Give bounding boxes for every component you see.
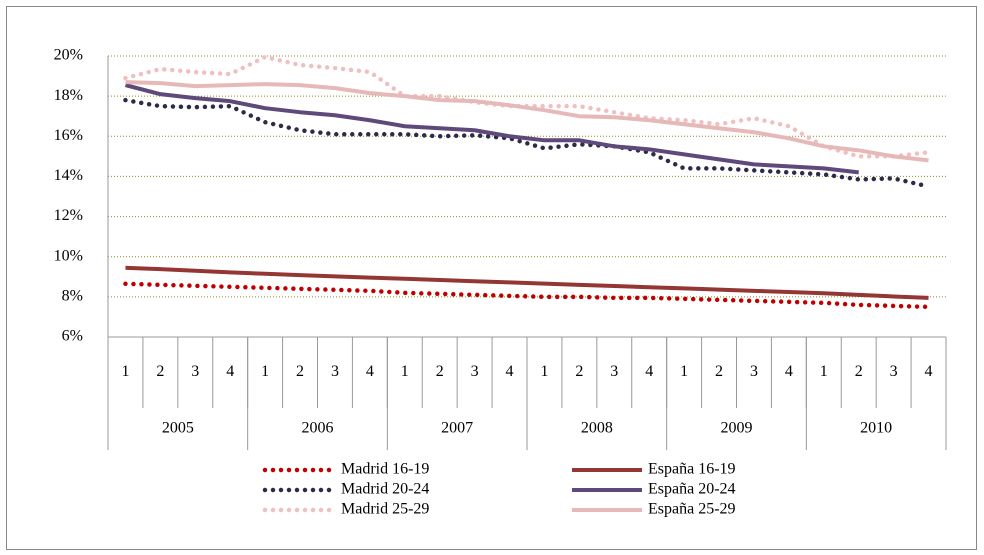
x-tick-label: 2: [156, 363, 164, 380]
chart-border: [6, 6, 977, 550]
group-label: 2007: [441, 420, 473, 437]
x-tick-label: 1: [121, 363, 129, 380]
y-tick-label: 14%: [54, 167, 83, 184]
x-tick-label: 4: [785, 363, 793, 380]
x-tick-label: 3: [471, 363, 479, 380]
x-tick-label: 1: [401, 363, 409, 380]
legend-label: España 16-19: [648, 461, 736, 478]
x-tick-label: 3: [331, 363, 339, 380]
x-tick-label: 2: [436, 363, 444, 380]
x-tick-label: 2: [715, 363, 723, 380]
line-series: [125, 80, 929, 163]
x-tick-label: 2: [296, 363, 304, 380]
legend-label: España 25-29: [648, 501, 736, 518]
x-tick-label: 3: [750, 363, 758, 380]
x-tick-label: 2: [855, 363, 863, 380]
line-series: [124, 83, 859, 175]
y-tick-label: 18%: [54, 87, 83, 104]
x-tick-label: 1: [540, 363, 548, 380]
group-label: 2009: [721, 420, 753, 437]
x-tick-label: 1: [680, 363, 688, 380]
x-tick-label: 3: [890, 363, 898, 380]
y-tick-label: 12%: [54, 207, 83, 224]
x-tick-label: 3: [191, 363, 199, 380]
x-tick-label: 1: [261, 363, 269, 380]
x-tick-label: 4: [506, 363, 514, 380]
line-series: [125, 265, 929, 300]
y-tick-label: 6%: [62, 328, 83, 345]
legend-label: Madrid 16-19: [341, 461, 429, 478]
group-label: 2006: [302, 420, 334, 437]
line-series: [123, 97, 931, 189]
group-label: 2008: [581, 420, 613, 437]
x-tick-label: 4: [226, 363, 234, 380]
legend-label: Madrid 25-29: [341, 501, 429, 518]
x-tick-label: 2: [575, 363, 583, 380]
line-series: [123, 281, 931, 310]
y-tick-label: 8%: [62, 288, 83, 305]
legend-label: España 20-24: [648, 481, 736, 498]
x-tick-label: 4: [645, 363, 653, 380]
x-tick-label: 1: [820, 363, 828, 380]
x-tick-label: 4: [366, 363, 374, 380]
x-tick-label: 3: [610, 363, 618, 380]
x-tick-label: 4: [925, 363, 933, 380]
y-tick-label: 20%: [54, 47, 83, 64]
y-tick-label: 10%: [54, 247, 83, 264]
legend-label: Madrid 20-24: [341, 481, 429, 498]
group-label: 2010: [860, 420, 892, 437]
y-tick-label: 16%: [54, 127, 83, 144]
group-label: 2005: [162, 420, 194, 437]
